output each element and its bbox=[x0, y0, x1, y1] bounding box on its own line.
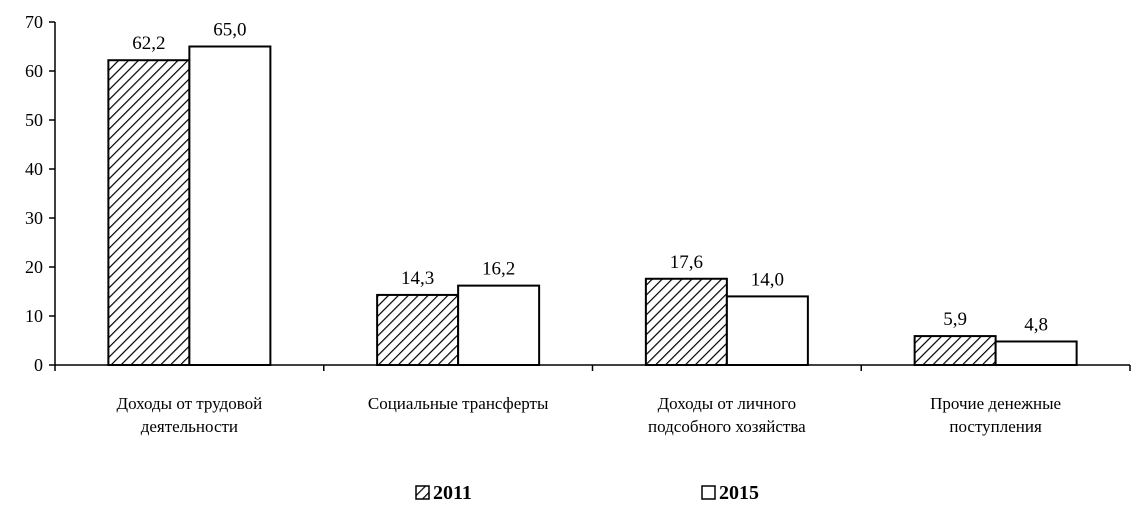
bar-2015-2 bbox=[725, 295, 809, 366]
data-label-2015-0: 65,0 bbox=[213, 20, 246, 41]
legend-label-2015: 2015 bbox=[719, 482, 759, 504]
category-label: Доходы от личного bbox=[658, 394, 797, 413]
y-tick-label: 30 bbox=[25, 208, 43, 228]
category-label: деятельности bbox=[141, 417, 238, 436]
bar-2015-0 bbox=[188, 45, 272, 366]
y-tick-label: 70 bbox=[25, 12, 43, 32]
legend-label-2011: 2011 bbox=[433, 482, 472, 504]
legend-item-2015: 2015 bbox=[701, 482, 759, 504]
bar-2011-3 bbox=[913, 335, 997, 366]
y-tick-label: 0 bbox=[34, 355, 43, 375]
legend-item-2011: 2011 bbox=[415, 482, 472, 504]
data-label-2015-1: 16,2 bbox=[482, 259, 515, 280]
data-label-2011-2: 17,6 bbox=[670, 252, 703, 273]
bar-2015-3 bbox=[994, 340, 1078, 367]
bars bbox=[107, 45, 1078, 367]
bar-2011-2 bbox=[644, 277, 728, 367]
legend: 2011 2015 bbox=[415, 482, 759, 504]
bar-2011-0 bbox=[107, 59, 191, 366]
y-tick-label: 50 bbox=[25, 110, 43, 130]
bar-2015-1 bbox=[457, 284, 541, 366]
category-label: Социальные трансферты bbox=[368, 394, 549, 413]
legend-swatch-2011 bbox=[415, 485, 430, 500]
category-label: подсобного хозяйства bbox=[648, 417, 806, 436]
category-label: поступления bbox=[949, 417, 1042, 436]
y-tick-label: 10 bbox=[25, 306, 43, 326]
data-labels: 62,2 65,0 Доходы от трудовой деятельности 14… bbox=[116, 20, 1061, 437]
data-label-2015-2: 14,0 bbox=[751, 269, 784, 290]
bar-2011-1 bbox=[376, 293, 460, 366]
data-label-2011-0: 62,2 bbox=[132, 33, 165, 54]
legend-swatch-2015 bbox=[701, 485, 716, 500]
y-tick-label: 60 bbox=[25, 61, 43, 81]
data-label-2011-3: 5,9 bbox=[943, 309, 967, 330]
data-label-2011-1: 14,3 bbox=[401, 268, 434, 289]
category-label: Прочие денежные bbox=[930, 394, 1061, 413]
data-label-2015-3: 4,8 bbox=[1024, 314, 1048, 335]
category-label: Доходы от трудовой bbox=[116, 394, 262, 413]
y-tick-label: 40 bbox=[25, 159, 43, 179]
y-tick-label: 20 bbox=[25, 257, 43, 277]
